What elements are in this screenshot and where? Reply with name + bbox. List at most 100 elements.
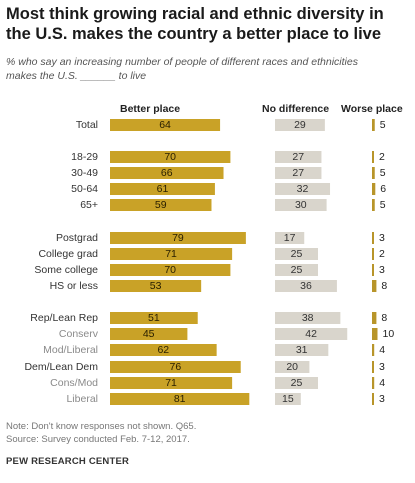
worse-place-value-label: 2 <box>379 151 385 163</box>
category-label: 50-64 <box>71 183 98 195</box>
better-place-bar <box>110 199 212 211</box>
worse-place-value-label: 3 <box>379 361 385 373</box>
worse-place-bar <box>372 248 374 260</box>
worse-place-value-label: 3 <box>379 393 385 405</box>
worse-place-bar <box>372 280 377 292</box>
no-difference-bar <box>275 344 329 356</box>
category-label: Mod/Liberal <box>43 344 98 356</box>
no-difference-value-label: 17 <box>284 232 296 244</box>
no-difference-bar <box>275 377 318 389</box>
no-difference-value-label: 15 <box>282 393 294 405</box>
worse-place-bar <box>372 393 374 405</box>
header-no-difference: No difference <box>262 103 330 115</box>
better-place-value-label: 62 <box>157 344 169 356</box>
better-place-value-label: 59 <box>155 199 167 211</box>
worse-place-bar <box>372 232 374 244</box>
better-place-value-label: 70 <box>164 264 176 276</box>
chart-source: Source: Survey conducted Feb. 7-12, 2017… <box>6 434 190 445</box>
better-place-bar <box>110 167 224 179</box>
worse-place-bar <box>372 167 375 179</box>
no-difference-bar <box>275 151 322 163</box>
worse-place-value-label: 2 <box>379 248 385 260</box>
header-worse-place: Worse place <box>341 103 403 115</box>
better-place-value-label: 45 <box>143 328 155 340</box>
worse-place-bar <box>372 328 378 340</box>
better-place-value-label: 76 <box>170 361 182 373</box>
worse-place-value-label: 4 <box>379 344 385 356</box>
worse-place-value-label: 3 <box>379 264 385 276</box>
no-difference-value-label: 25 <box>291 264 303 276</box>
header-better-place: Better place <box>120 103 181 115</box>
no-difference-value-label: 29 <box>294 119 306 131</box>
better-place-bar <box>110 264 231 276</box>
better-place-bar <box>110 119 221 131</box>
category-label: Liberal <box>66 393 98 405</box>
no-difference-value-label: 27 <box>292 151 304 163</box>
no-difference-value-label: 25 <box>291 377 303 389</box>
no-difference-value-label: 32 <box>297 183 309 195</box>
better-place-bar <box>110 183 215 195</box>
worse-place-value-label: 6 <box>380 183 386 195</box>
worse-place-bar <box>372 361 374 373</box>
better-place-bar <box>110 280 202 292</box>
worse-place-value-label: 8 <box>381 280 387 292</box>
worse-place-bar <box>372 119 375 131</box>
worse-place-value-label: 10 <box>383 328 395 340</box>
chart-title: Most think growing racial and ethnic div… <box>6 5 384 43</box>
no-difference-bar <box>275 199 327 211</box>
better-place-bar <box>110 232 246 244</box>
no-difference-bar <box>275 328 348 340</box>
better-place-bar <box>110 393 250 405</box>
better-place-bar <box>110 344 217 356</box>
category-label: Rep/Lean Rep <box>30 312 98 324</box>
worse-place-bar <box>372 199 375 211</box>
better-place-value-label: 53 <box>150 280 162 292</box>
no-difference-bar <box>275 183 331 195</box>
category-label: Total <box>76 119 98 131</box>
worse-place-value-label: 5 <box>380 167 386 179</box>
chart-note: Note: Don't know responses not shown. Q6… <box>6 421 197 432</box>
category-label: Some college <box>34 264 98 276</box>
worse-place-bar <box>372 264 374 276</box>
no-difference-bar <box>275 264 318 276</box>
no-difference-bar <box>275 280 337 292</box>
no-difference-value-label: 30 <box>295 199 307 211</box>
better-place-bar <box>110 377 233 389</box>
subtitle-line-2: makes the U.S. ______ to live <box>6 70 147 82</box>
worse-place-bar <box>372 183 376 195</box>
pew-research-center-logo: PEW RESEARCH CENTER <box>6 456 130 467</box>
no-difference-value-label: 36 <box>300 280 312 292</box>
no-difference-bar <box>275 232 305 244</box>
category-label: College grad <box>38 248 98 260</box>
category-label: 18-29 <box>71 151 98 163</box>
worse-place-value-label: 5 <box>380 119 386 131</box>
category-label: HS or less <box>50 280 98 292</box>
category-label: Cons/Mod <box>50 377 98 389</box>
no-difference-bar <box>275 361 310 373</box>
better-place-bar <box>110 361 241 373</box>
worse-place-value-label: 8 <box>381 312 387 324</box>
no-difference-value-label: 25 <box>291 248 303 260</box>
category-label: 30-49 <box>71 167 98 179</box>
no-difference-value-label: 20 <box>286 361 298 373</box>
no-difference-bar <box>275 312 341 324</box>
better-place-value-label: 51 <box>148 312 160 324</box>
better-place-value-label: 81 <box>174 393 186 405</box>
better-place-bar <box>110 151 231 163</box>
no-difference-value-label: 31 <box>296 344 308 356</box>
worse-place-bar <box>372 151 374 163</box>
worse-place-bar <box>372 377 375 389</box>
worse-place-value-label: 5 <box>380 199 386 211</box>
no-difference-value-label: 27 <box>292 167 304 179</box>
no-difference-bar <box>275 248 318 260</box>
worse-place-bar <box>372 312 377 324</box>
worse-place-value-label: 4 <box>379 377 385 389</box>
no-difference-value-label: 42 <box>305 328 317 340</box>
diversity-bar-chart: Total 64 29 518-29 70 27 230-49 66 27 550-64 61 32 6… <box>24 119 395 405</box>
better-place-value-label: 64 <box>159 119 171 131</box>
better-place-bar <box>110 248 233 260</box>
better-place-value-label: 71 <box>165 248 177 260</box>
no-difference-bar <box>275 119 325 131</box>
better-place-value-label: 61 <box>157 183 169 195</box>
better-place-value-label: 71 <box>165 377 177 389</box>
